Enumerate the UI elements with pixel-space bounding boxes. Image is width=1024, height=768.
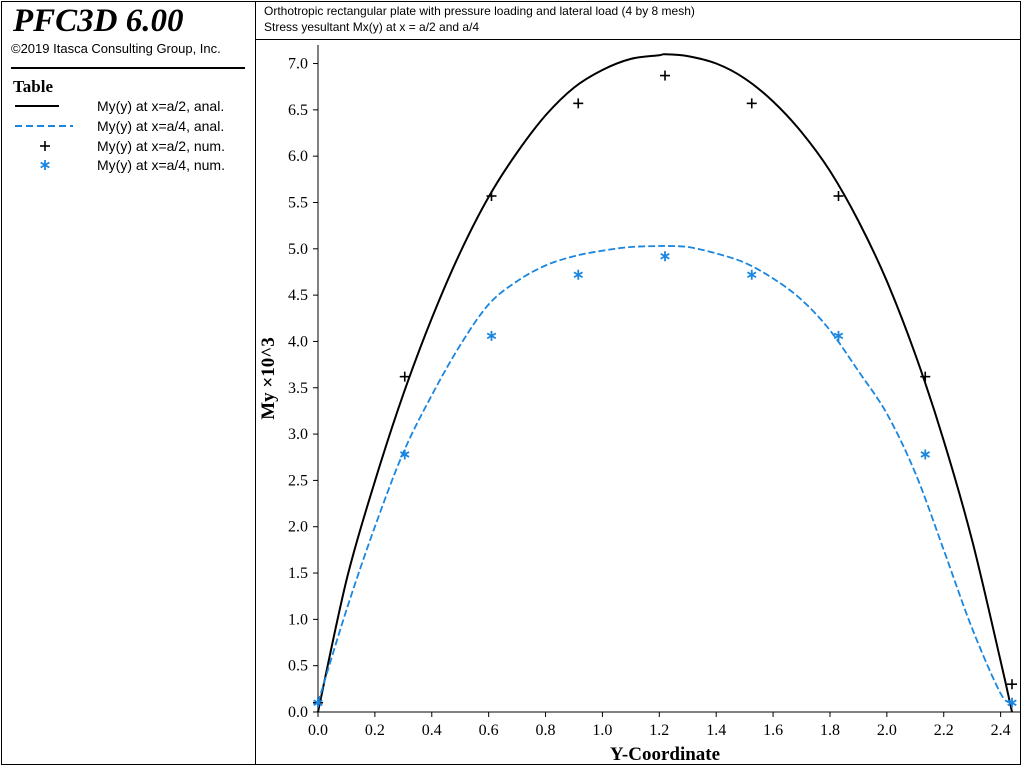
x-tick-label: 1.4 bbox=[706, 722, 726, 739]
y-tick-label: 3.5 bbox=[288, 380, 308, 397]
x-tick-label: 2.4 bbox=[991, 722, 1011, 739]
legend-label: My(y) at x=a/4, num. bbox=[97, 157, 225, 173]
plot-title: Orthotropic rectangular plate with press… bbox=[264, 4, 695, 18]
y-tick-label: 4.0 bbox=[288, 333, 308, 350]
asterisk-data-point bbox=[573, 269, 584, 280]
x-tick-label: 0.0 bbox=[308, 722, 328, 739]
y-tick-label: 2.0 bbox=[288, 519, 308, 536]
plus-data-point bbox=[1007, 679, 1017, 690]
plus-data-point bbox=[833, 191, 844, 202]
asterisk-marker-icon bbox=[40, 160, 50, 170]
asterisk-data-point bbox=[313, 697, 323, 708]
app-title: PFC3D 6.00 bbox=[13, 3, 184, 39]
asterisk-data-point bbox=[920, 449, 931, 460]
x-tick-label: 0.4 bbox=[422, 722, 442, 739]
legend-label: My(y) at x=a/2, num. bbox=[97, 138, 225, 154]
y-tick-label: 5.5 bbox=[288, 194, 308, 211]
legend-item: My(y) at x=a/2, num. bbox=[15, 137, 251, 155]
y-axis-title: My ×10^3 bbox=[258, 337, 279, 420]
left-panel: PFC3D 6.00 ©2019 Itasca Consulting Group… bbox=[1, 1, 256, 765]
x-tick-label: 0.2 bbox=[365, 722, 385, 739]
x-tick-label: 2.0 bbox=[877, 722, 897, 739]
copyright-text: ©2019 Itasca Consulting Group, Inc. bbox=[11, 41, 221, 56]
y-tick-label: 0.0 bbox=[288, 704, 308, 721]
plus-marker-icon bbox=[40, 141, 50, 151]
legend-heading: Table bbox=[13, 77, 54, 96]
legend-label: My(y) at x=a/2, anal. bbox=[97, 98, 225, 114]
x-tick-label: 1.2 bbox=[649, 722, 669, 739]
dashed-line-icon bbox=[15, 125, 73, 127]
plus-data-point bbox=[746, 98, 757, 109]
x-tick-label: 2.2 bbox=[934, 722, 954, 739]
legend-item: My(y) at x=a/4, anal. bbox=[15, 117, 251, 135]
x-tick-label: 0.6 bbox=[479, 722, 499, 739]
asterisk-data-point bbox=[833, 330, 844, 341]
y-tick-label: 6.5 bbox=[288, 102, 308, 119]
plus-data-point bbox=[920, 371, 931, 382]
plus-data-point bbox=[573, 98, 584, 109]
asterisk-data-point bbox=[399, 449, 410, 460]
divider bbox=[11, 67, 245, 69]
plus-data-point bbox=[660, 70, 670, 81]
y-tick-label: 5.0 bbox=[288, 241, 308, 258]
x-tick-label: 0.8 bbox=[536, 722, 556, 739]
y-tick-label: 1.0 bbox=[288, 611, 308, 628]
legend-item: My(y) at x=a/4, num. bbox=[15, 156, 251, 174]
x-tick-label: 1.0 bbox=[592, 722, 612, 739]
x-axis-title: Y-Coordinate bbox=[610, 744, 720, 765]
legend-label: My(y) at x=a/4, anal. bbox=[97, 118, 225, 134]
solid-line-icon bbox=[15, 105, 59, 107]
x-tick-label: 1.8 bbox=[820, 722, 840, 739]
y-tick-label: 2.5 bbox=[288, 472, 308, 489]
asterisk-data-point bbox=[660, 251, 670, 262]
series-line-a4-anal bbox=[317, 245, 1013, 704]
y-tick-label: 4.5 bbox=[288, 287, 308, 304]
y-tick-label: 0.5 bbox=[288, 658, 308, 675]
y-tick-label: 6.0 bbox=[288, 148, 308, 165]
asterisk-data-point bbox=[486, 330, 497, 341]
y-tick-label: 1.5 bbox=[288, 565, 308, 582]
x-tick-label: 1.6 bbox=[763, 722, 783, 739]
asterisk-data-point bbox=[1007, 697, 1017, 708]
plus-data-point bbox=[399, 371, 410, 382]
asterisk-data-point bbox=[746, 269, 757, 280]
plot-header: Orthotropic rectangular plate with press… bbox=[256, 1, 1021, 40]
series-line-a2-anal bbox=[317, 53, 1013, 713]
y-tick-label: 3.0 bbox=[288, 426, 308, 443]
legend-item: My(y) at x=a/2, anal. bbox=[15, 97, 251, 115]
y-tick-label: 7.0 bbox=[288, 56, 308, 73]
plus-data-point bbox=[486, 191, 497, 202]
plot-subtitle: Stress yesultant Mx(y) at x = a/2 and a/… bbox=[264, 20, 480, 34]
